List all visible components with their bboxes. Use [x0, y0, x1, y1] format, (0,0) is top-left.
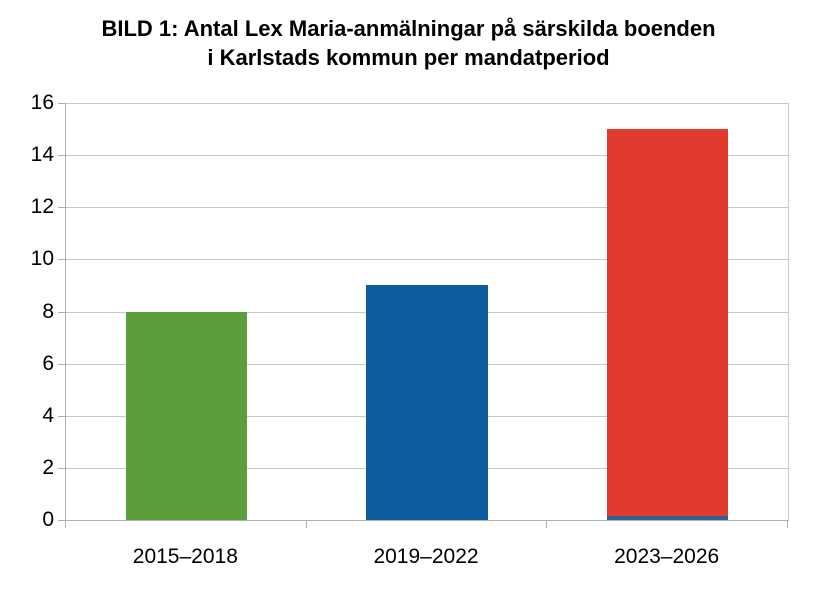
y-axis-tick-12	[58, 207, 65, 209]
x-axis-tick-2	[546, 521, 548, 528]
y-axis-label-16: 16	[30, 91, 54, 114]
x-axis-label-2015–2018: 2015–2018	[132, 545, 238, 568]
y-axis-label-6: 6	[42, 351, 54, 375]
y-axis-label-0: 0	[42, 508, 54, 531]
bar-column-2015–2018	[66, 103, 307, 520]
y-axis-tick-16	[58, 103, 65, 104]
gridline-y-10	[66, 259, 788, 261]
chart-title-line2: i Karlstads kommun per mandatperiod	[207, 45, 610, 70]
x-axis-label-2023–2026: 2023–2026	[614, 545, 720, 568]
y-axis-tick-14	[58, 155, 65, 157]
y-axis-tick-2	[58, 467, 65, 469]
x-axis-label-2019–2022: 2019–2022	[373, 545, 479, 568]
y-axis-label-8: 8	[42, 299, 54, 323]
y-axis-tick-8	[58, 311, 65, 313]
y-axis-label-2: 2	[42, 455, 54, 479]
bar-column-2019–2022	[307, 103, 548, 520]
y-axis-tick-4	[58, 415, 65, 417]
bar-2015–2018	[125, 311, 248, 520]
y-axis-label-14: 14	[30, 143, 54, 167]
bar-column-2023–2026	[547, 103, 788, 520]
bar-2023–2026	[606, 129, 729, 520]
y-axis-label-10: 10	[30, 247, 54, 271]
chart-title-line1: BILD 1: Antal Lex Maria-anmälningar på s…	[101, 16, 716, 41]
bar-2019–2022	[366, 285, 488, 520]
x-axis-tick-1	[305, 521, 307, 528]
gridline-y-16	[66, 103, 788, 104]
y-axis-label-4: 4	[42, 403, 54, 427]
plot-area	[65, 103, 789, 521]
gridline-y-14	[66, 155, 788, 157]
bars-container	[66, 103, 788, 520]
y-axis-tick-6	[58, 363, 65, 365]
x-axis-tick-0	[65, 521, 66, 528]
gridline-y-12	[66, 207, 788, 209]
y-axis-tick-0	[58, 520, 65, 521]
chart-title: BILD 1: Antal Lex Maria-anmälningar på s…	[0, 14, 817, 72]
bar-base-strip-2023–2026	[606, 516, 729, 520]
y-axis-tick-10	[58, 259, 65, 261]
y-axis-label-12: 12	[30, 195, 54, 219]
x-axis-tick-3	[787, 521, 788, 528]
